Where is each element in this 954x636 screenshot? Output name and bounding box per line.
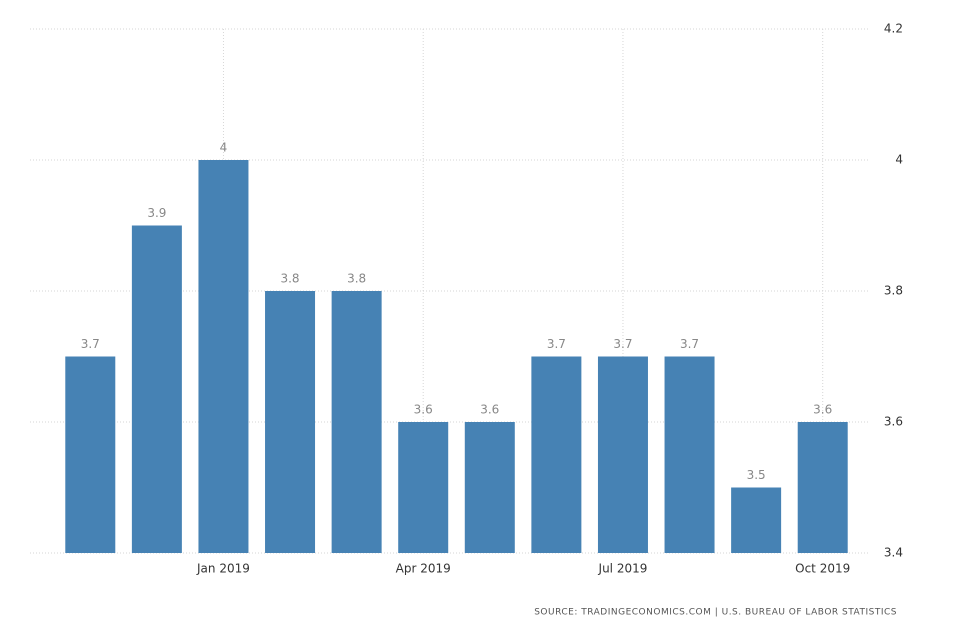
value-label: 3.7	[613, 337, 632, 351]
value-label: 3.8	[280, 272, 299, 286]
source: SOURCE: TRADINGECONOMICS.COM | U.S. BURE…	[534, 608, 897, 618]
bar	[131, 225, 182, 553]
y-tick-label: 4	[895, 153, 903, 167]
bar	[265, 291, 316, 553]
value-label: 3.5	[747, 468, 766, 482]
value-label: 3.8	[347, 272, 366, 286]
bar	[464, 422, 515, 553]
value-label: 3.9	[147, 206, 166, 220]
x-tick-label: Apr 2019	[396, 562, 451, 576]
value-label: 3.6	[480, 403, 499, 417]
value-label: 3.7	[81, 337, 100, 351]
bar	[531, 356, 582, 553]
bar	[65, 356, 116, 553]
y-tick-label: 3.4	[884, 546, 903, 560]
y-tick-label: 4.2	[884, 22, 903, 36]
bar	[731, 487, 782, 553]
x-tick-label: Jan 2019	[196, 562, 250, 576]
x-tick-label: Oct 2019	[795, 562, 850, 576]
bar	[664, 356, 715, 553]
value-label: 3.7	[680, 337, 699, 351]
bar	[198, 160, 249, 553]
bar	[398, 422, 449, 553]
bar	[797, 422, 848, 553]
value-label: 4	[220, 141, 228, 155]
bar	[331, 291, 382, 553]
value-label: 3.6	[414, 403, 433, 417]
x-tick-label: Jul 2019	[598, 562, 648, 576]
value-label: 3.7	[547, 337, 566, 351]
bar	[597, 356, 648, 553]
y-tick-label: 3.8	[884, 284, 903, 298]
value-label: 3.6	[813, 403, 832, 417]
y-tick-label: 3.6	[884, 415, 903, 429]
